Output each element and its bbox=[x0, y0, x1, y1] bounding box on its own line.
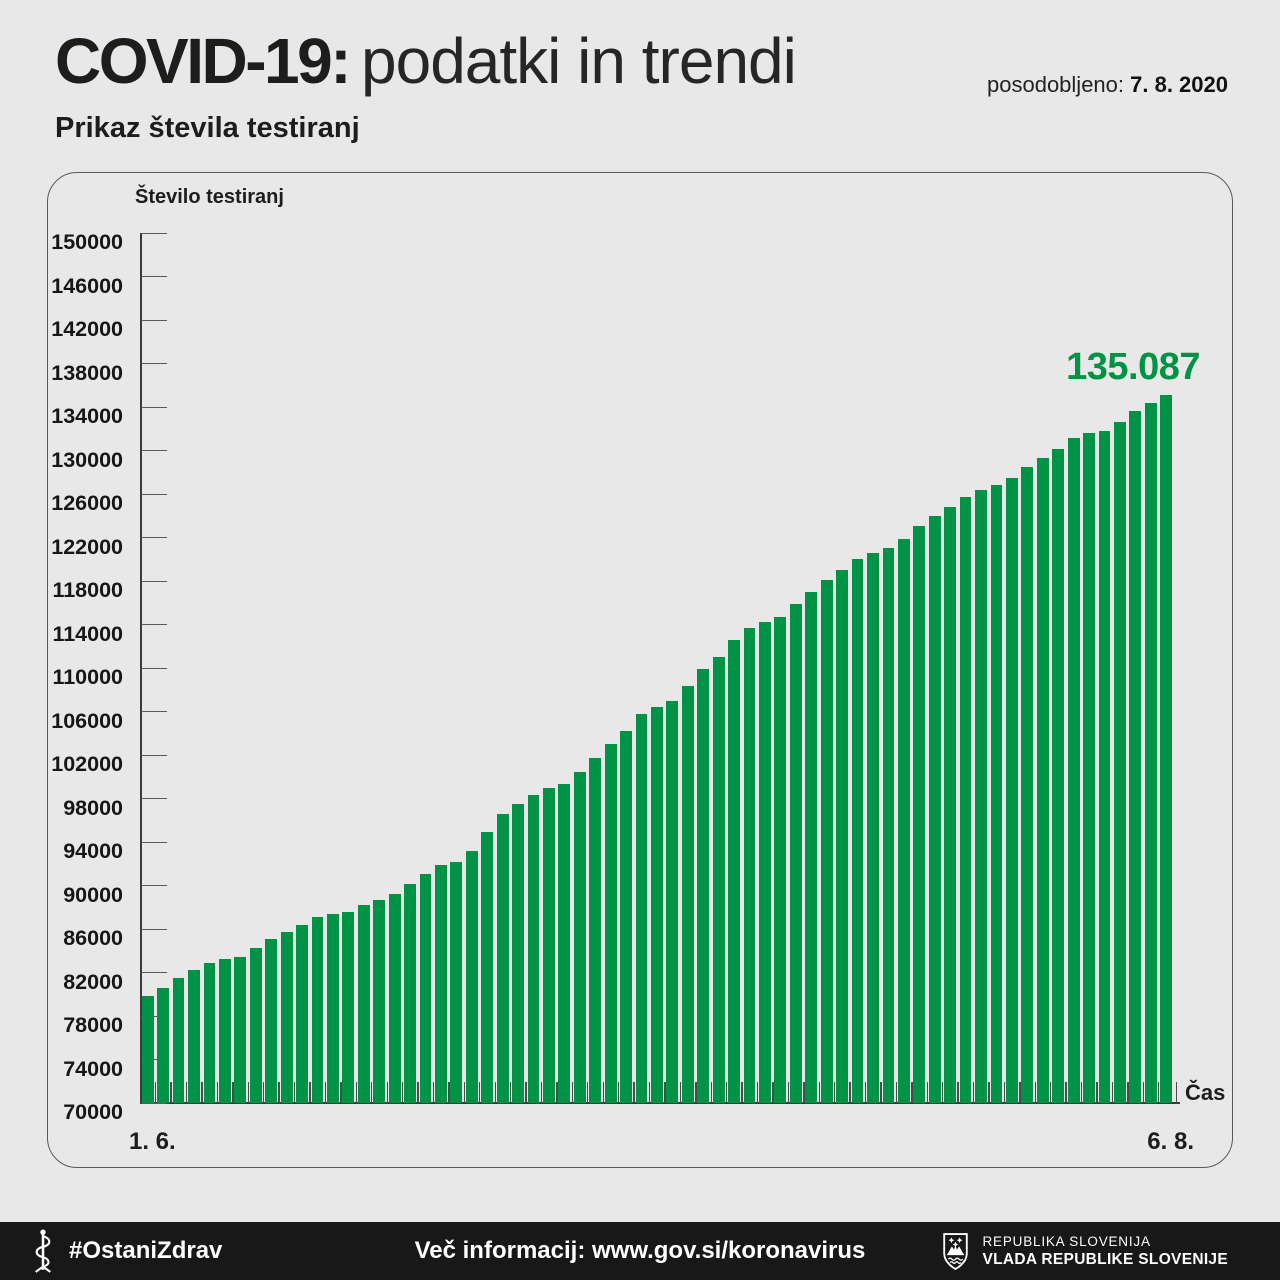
updated-timestamp: posodobljeno: 7. 8. 2020 bbox=[987, 72, 1228, 98]
updated-label: posodobljeno: bbox=[987, 72, 1131, 97]
x-axis-title: Čas bbox=[1185, 1080, 1226, 1105]
title-app-name: COVID-19: bbox=[55, 25, 352, 97]
footer-government: REPUBLIKA SLOVENIJA VLADA REPUBLIKE SLOV… bbox=[942, 1222, 1229, 1280]
x-axis-first-label: 1. 6. bbox=[129, 1128, 176, 1155]
title-suffix: podatki in trendi bbox=[361, 25, 797, 97]
government-line1: REPUBLIKA SLOVENIJA bbox=[982, 1234, 1151, 1249]
chart-panel bbox=[47, 172, 1233, 1168]
footer-info: Več informacij: www.gov.si/koronavirus bbox=[414, 1237, 866, 1264]
government-line2: VLADA REPUBLIKE SLOVENIJE bbox=[982, 1251, 1228, 1268]
slovenia-coat-of-arms-icon bbox=[942, 1232, 968, 1270]
chart-subtitle: Prikaz števila testiranj bbox=[55, 112, 360, 144]
asclepius-staff-icon bbox=[35, 1229, 51, 1273]
page-title: COVID-19: podatki in trendi bbox=[55, 24, 797, 98]
x-axis-last-label: 6. 8. bbox=[1147, 1128, 1194, 1155]
updated-date: 7. 8. 2020 bbox=[1130, 72, 1228, 97]
footer-campaign: #OstaniZdrav bbox=[30, 1222, 222, 1280]
last-value-callout: 135.087 bbox=[1066, 346, 1200, 388]
y-axis-title: Število testiranj bbox=[135, 186, 284, 208]
footer-bar: #OstaniZdrav Več informacij: www.gov.si/… bbox=[0, 1222, 1280, 1280]
government-text: REPUBLIKA SLOVENIJA VLADA REPUBLIKE SLOV… bbox=[983, 1233, 1229, 1269]
hashtag-label: #OstaniZdrav bbox=[69, 1237, 223, 1264]
